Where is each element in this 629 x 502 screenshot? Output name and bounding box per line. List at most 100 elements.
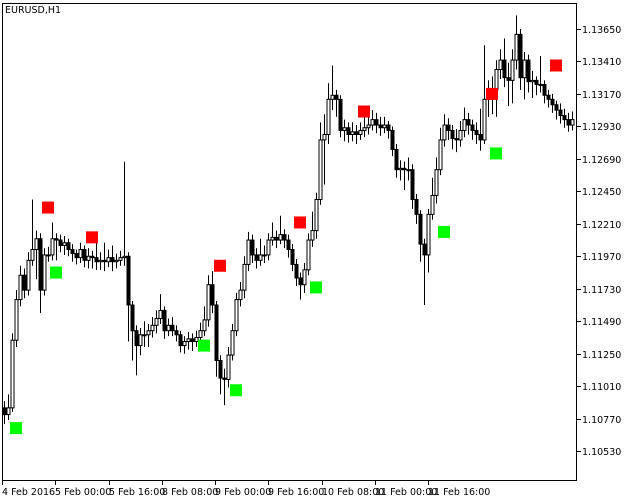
candle [190, 333, 195, 352]
candle [170, 317, 175, 337]
candle [282, 229, 287, 249]
candle-body-up [10, 339, 15, 409]
candle-body-down [174, 330, 179, 336]
candle [438, 127, 443, 176]
candle [530, 70, 535, 98]
candle [458, 120, 463, 147]
buy-signal-marker [230, 384, 242, 397]
candle [510, 49, 515, 104]
candle-body-down [210, 284, 215, 306]
candle [470, 119, 475, 140]
candle [362, 115, 367, 138]
candle-body-down [402, 167, 407, 171]
candle [134, 325, 139, 376]
candle-body-down [2, 407, 7, 416]
candle-body-up [458, 129, 463, 141]
candle-body-down [386, 124, 391, 131]
candle [534, 76, 539, 96]
candle [166, 318, 171, 337]
candle [14, 290, 19, 347]
candle [406, 157, 411, 181]
candle [370, 110, 375, 131]
candle-body-down [90, 255, 95, 259]
candle [238, 282, 243, 307]
signal-markers [10, 59, 562, 435]
candle [450, 125, 455, 150]
candle-body-up [258, 254, 263, 261]
candle [54, 233, 59, 261]
candle [338, 95, 343, 138]
price-label: 1.10530 [582, 447, 621, 458]
candle-body-down [394, 148, 399, 171]
candle-body-up [114, 259, 119, 263]
candle-body-up [438, 139, 443, 171]
candle-body-up [146, 330, 151, 336]
candle-body-down [558, 109, 563, 117]
candle-body-down [422, 243, 427, 256]
price-label: 1.13170 [582, 90, 621, 101]
time-label: 11 Feb 00:00 [375, 487, 437, 498]
candle-body-up [278, 234, 283, 241]
candle-body-up [206, 284, 211, 321]
time-label: 4 Feb 2016 [2, 487, 55, 498]
candle-body-down [54, 238, 59, 241]
candle-body-down [526, 59, 531, 83]
candle [426, 208, 431, 273]
candle-body-up [366, 124, 371, 129]
candle-body-up [118, 257, 123, 261]
candles [2, 15, 575, 425]
candle [34, 230, 39, 280]
candle-body-up [78, 249, 83, 259]
candle-body-up [510, 59, 515, 81]
candle [18, 265, 23, 307]
price-axis: 1.13650 1.13410 1.13170 1.12930 1.12690 1.124… [577, 25, 621, 458]
candle-body-up [182, 341, 187, 347]
candle [390, 126, 395, 157]
price-label: 1.12450 [582, 187, 621, 198]
candle-body-up [186, 338, 191, 343]
candle-body-down [446, 124, 451, 131]
candle-body-up [350, 131, 355, 136]
candle-body-down [162, 309, 167, 332]
candle [306, 233, 311, 276]
candle-body-up [362, 127, 367, 131]
candle-body-up [14, 299, 19, 341]
price-label: 1.12690 [582, 155, 621, 166]
candle-body-up [234, 299, 239, 332]
candle-body-up [18, 274, 23, 301]
candle-body-up [6, 407, 11, 416]
candle-body-up [154, 318, 159, 326]
candle [318, 122, 323, 205]
candle-body-down [562, 115, 567, 121]
candle-body-up [238, 289, 243, 301]
candle [378, 116, 383, 136]
candle [86, 248, 91, 269]
candle-body-down [218, 359, 223, 379]
candle-body-up [514, 33, 519, 61]
candle-body-up [166, 324, 171, 332]
candle-body-up [86, 255, 91, 261]
buy-signal-marker [490, 147, 502, 160]
candle-body-up [106, 257, 111, 263]
candle-body-down [466, 119, 471, 126]
time-label: 5 Feb 00:00 [55, 487, 111, 498]
price-label: 1.11250 [582, 350, 621, 361]
candle-body-down [282, 234, 287, 241]
candle-body-down [298, 277, 303, 286]
candle [266, 233, 271, 261]
candle [26, 252, 31, 296]
candle [2, 401, 7, 425]
candle [326, 83, 331, 144]
candle [62, 235, 67, 255]
candle [74, 249, 79, 265]
candle [234, 292, 239, 337]
candle [374, 112, 379, 134]
candle-body-down [74, 253, 79, 259]
candle [570, 111, 575, 131]
candle [258, 238, 263, 266]
candle [102, 242, 107, 272]
candle [442, 114, 447, 147]
candle-body-up [98, 259, 103, 263]
candle [178, 330, 183, 353]
